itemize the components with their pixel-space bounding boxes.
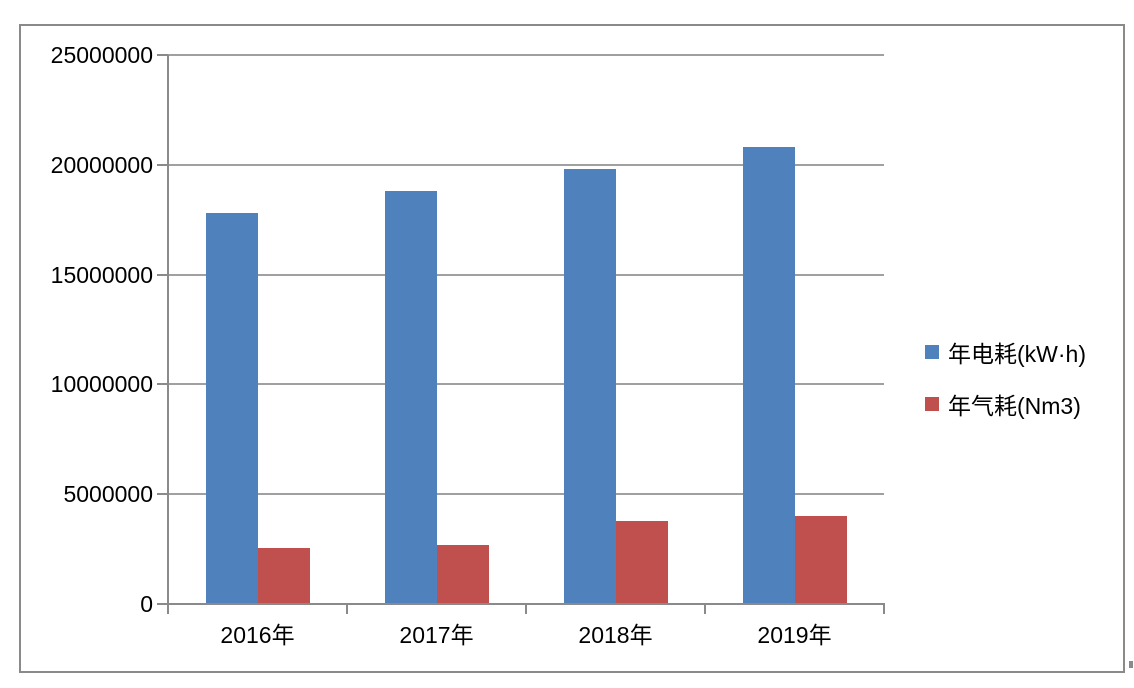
gridline xyxy=(168,383,884,386)
x-tick-mark xyxy=(883,605,885,614)
gridline xyxy=(168,54,884,56)
y-tick-mark xyxy=(157,493,168,496)
bar-electricity-2018年 xyxy=(563,169,616,604)
y-tick-label: 0 xyxy=(140,591,153,617)
x-axis-line xyxy=(168,603,885,605)
legend-label-electricity: 年电耗(kW·h) xyxy=(948,341,1086,367)
gridline xyxy=(168,493,884,496)
y-tick-label: 20000000 xyxy=(50,151,153,178)
bar-electricity-2016年 xyxy=(205,213,258,604)
legend-item-electricity: 年电耗(kW·h) xyxy=(925,326,1086,378)
x-tick-mark xyxy=(704,605,706,614)
bar-electricity-2017年 xyxy=(384,191,437,604)
resize-handle-mark xyxy=(1129,661,1133,668)
gridline xyxy=(168,273,884,276)
y-axis-line xyxy=(167,55,169,613)
legend-item-gas: 年气耗(Nm3) xyxy=(925,378,1086,430)
y-tick-mark xyxy=(157,54,168,56)
y-tick-mark xyxy=(157,383,168,386)
y-tick-mark xyxy=(157,163,168,166)
x-category-label: 2017年 xyxy=(399,622,474,648)
bar-gas-2017年 xyxy=(436,544,489,604)
legend-label-gas: 年气耗(Nm3) xyxy=(948,393,1081,419)
legend-swatch-electricity-icon xyxy=(925,345,939,359)
y-tick-mark xyxy=(157,273,168,276)
x-tick-mark xyxy=(525,605,527,614)
bar-electricity-2019年 xyxy=(742,147,795,604)
x-category-label: 2018年 xyxy=(578,622,653,648)
bar-gas-2018年 xyxy=(615,520,668,604)
bar-gas-2016年 xyxy=(257,548,310,604)
y-tick-label: 10000000 xyxy=(50,371,153,398)
bar-gas-2019年 xyxy=(794,516,847,604)
y-tick-label: 25000000 xyxy=(50,42,153,68)
y-tick-label: 5000000 xyxy=(63,481,153,508)
legend-swatch-gas-icon xyxy=(925,397,939,411)
x-tick-mark xyxy=(167,605,169,614)
y-tick-mark xyxy=(157,603,168,605)
legend: 年电耗(kW·h) 年气耗(Nm3) xyxy=(925,326,1086,430)
chart-border xyxy=(19,24,1125,673)
x-tick-mark xyxy=(346,605,348,614)
y-tick-label: 15000000 xyxy=(50,261,153,288)
x-category-label: 2016年 xyxy=(220,622,295,648)
x-category-label: 2019年 xyxy=(757,622,832,648)
gridline xyxy=(168,163,884,166)
